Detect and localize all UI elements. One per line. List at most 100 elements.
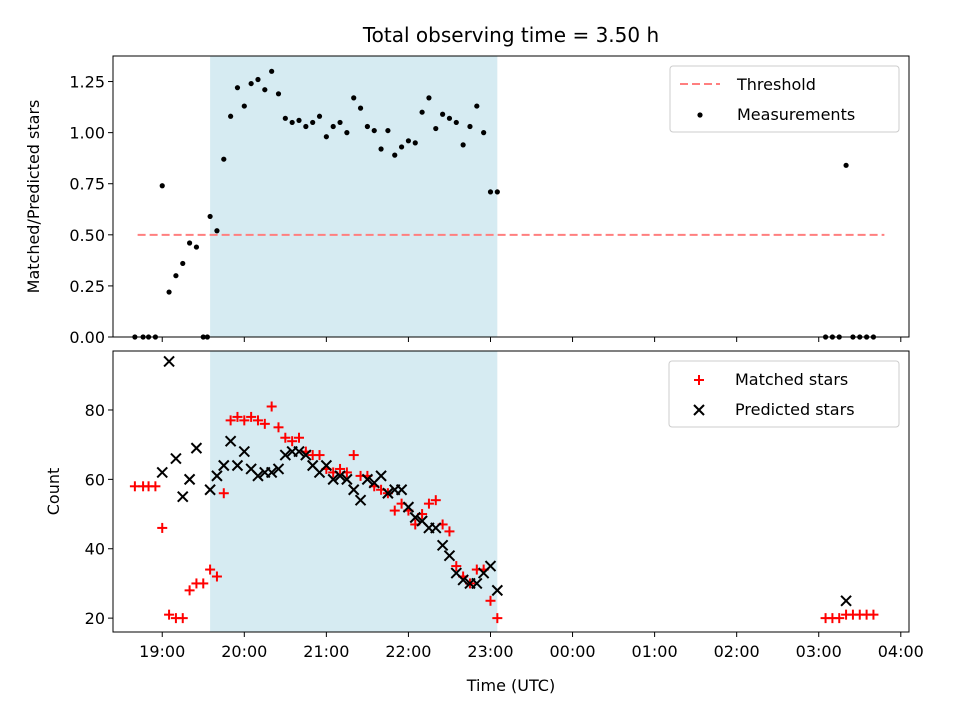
x-tick-label: 04:00 <box>878 642 924 661</box>
predicted-star-point <box>224 435 237 447</box>
matched-star-point <box>164 609 175 620</box>
matched-star-point <box>492 613 503 624</box>
measurement-point <box>460 142 466 148</box>
matched-star-point <box>834 613 845 624</box>
predicted-star-point <box>409 511 421 524</box>
measurement-point <box>378 146 384 152</box>
predicted-star-point <box>375 470 387 482</box>
measurement-point <box>289 119 295 126</box>
measurement-point <box>303 123 309 130</box>
cross-stroke-b <box>204 484 216 496</box>
cross-stroke-b <box>484 560 497 572</box>
predicted-star-point <box>156 466 168 479</box>
matched-star-point <box>177 613 188 624</box>
predicted-star-point <box>484 560 497 572</box>
count-y-axis-label: Count <box>44 468 63 516</box>
measurement-point <box>364 123 370 130</box>
predicted-star-point <box>265 466 278 479</box>
predicted-star-point <box>457 574 469 586</box>
y-tick-label: 0.00 <box>69 328 105 347</box>
measurement-point <box>207 213 213 220</box>
measurement-point <box>228 113 234 119</box>
measurement-point <box>193 244 200 250</box>
predicted-star-point <box>170 452 182 465</box>
y-tick-label: 1.25 <box>69 73 105 92</box>
cross-stroke-b <box>341 473 353 486</box>
measurement-point <box>269 68 275 74</box>
measurement-point <box>248 80 254 87</box>
measurement-point <box>316 113 323 119</box>
legend-measurement-swatch <box>697 112 703 118</box>
cross-stroke-b <box>416 515 428 527</box>
y-tick-label: 1.00 <box>69 124 105 143</box>
matched-star-point <box>246 411 257 422</box>
measurement-point <box>357 105 364 111</box>
legend-box <box>668 360 900 428</box>
matched-star-point <box>211 571 222 582</box>
cross-stroke-b <box>265 466 278 479</box>
predicted-star-point <box>395 484 408 496</box>
measurement-point <box>323 134 329 140</box>
cross-stroke-b <box>231 459 244 472</box>
matched-star-point <box>150 481 161 492</box>
matched-star-point <box>348 450 359 461</box>
predicted-star-point <box>334 470 346 482</box>
cross-stroke-b <box>361 473 374 486</box>
predicted-star-point <box>272 463 285 475</box>
cross-stroke-b <box>471 577 483 590</box>
legend-predicted-swatch <box>693 404 705 416</box>
matched-star-point <box>259 418 270 429</box>
cross-stroke-b <box>177 490 189 503</box>
measurement-point <box>467 123 473 130</box>
cross-stroke-b <box>170 452 182 465</box>
measurement-point <box>241 103 247 109</box>
matched-star-point <box>335 463 346 474</box>
legend-measurement-label: Measurements <box>737 105 855 124</box>
time-x-axis-label: Time (UTC) <box>466 676 555 695</box>
measurement-point <box>186 240 193 246</box>
predicted-star-point <box>436 539 449 551</box>
ratio-y-axis-label: Matched/Predicted stars <box>24 100 43 294</box>
count-axes-frame <box>112 350 910 633</box>
x-tick-label: 00:00 <box>549 642 595 661</box>
ratio-axes-frame <box>112 55 910 338</box>
y-tick-label: 40 <box>85 540 105 559</box>
measurement-point <box>440 111 446 117</box>
x-tick-label: 20:00 <box>221 642 267 661</box>
chart-title: Total observing time = 3.50 h <box>362 23 659 47</box>
predicted-star-point <box>320 459 333 472</box>
predicted-star-point <box>204 484 216 496</box>
measurement-point <box>371 127 377 134</box>
predicted-star-point <box>293 445 305 458</box>
cross-stroke-b <box>693 404 705 416</box>
measurement-point <box>255 76 261 83</box>
measurement-point <box>843 162 849 168</box>
cross-stroke-b <box>327 473 339 486</box>
measurement-point <box>453 119 459 126</box>
cross-stroke-b <box>409 511 421 524</box>
cross-stroke-b <box>252 470 264 482</box>
cross-stroke-b <box>382 487 394 499</box>
measurement-point <box>433 125 439 132</box>
matched-star-point <box>266 401 277 412</box>
cross-stroke-b <box>238 445 251 458</box>
matched-star-point <box>198 578 209 589</box>
x-tick-label: 21:00 <box>303 642 349 661</box>
observing-window-band <box>210 56 498 337</box>
predicted-star-point <box>348 484 360 496</box>
cross-stroke-b <box>279 449 292 461</box>
cross-stroke-b <box>395 484 408 496</box>
measurement-point <box>173 273 179 279</box>
matched-star-point <box>218 488 229 499</box>
predicted-star-point <box>177 490 189 503</box>
predicted-star-point <box>300 449 312 461</box>
predicted-star-point <box>341 473 353 486</box>
matched-star-point <box>205 564 216 575</box>
measurement-point <box>310 119 316 126</box>
matched-star-point <box>273 422 284 433</box>
legend-box <box>669 65 900 133</box>
predicted-star-point <box>491 584 504 597</box>
measurement-point <box>234 85 241 91</box>
predicted-star-point <box>402 501 415 513</box>
y-tick-label: 80 <box>85 401 105 420</box>
